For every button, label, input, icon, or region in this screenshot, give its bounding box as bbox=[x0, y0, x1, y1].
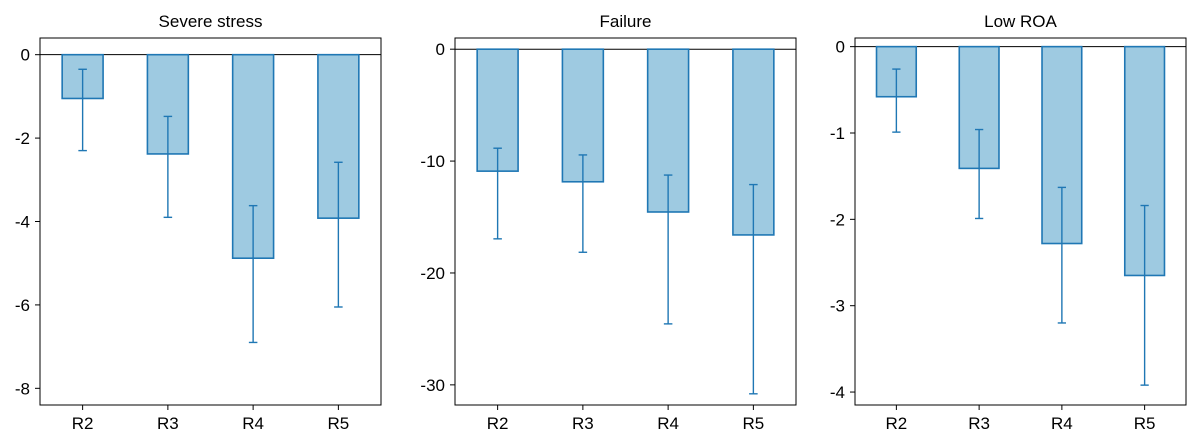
y-tick-label: -6 bbox=[15, 296, 30, 315]
x-tick-label: R3 bbox=[157, 414, 179, 433]
chart-title: Low ROA bbox=[984, 12, 1057, 31]
y-tick-label: -4 bbox=[15, 213, 30, 232]
x-tick-label: R3 bbox=[572, 414, 594, 433]
chart-panel-3: Low ROA 0 -1 -2 -3 -4 R2 R3 R4 R5 bbox=[830, 12, 1187, 433]
plot-frame bbox=[854, 37, 1187, 406]
y-tick-label: -30 bbox=[420, 376, 445, 395]
y-tick-label: -4 bbox=[830, 383, 845, 402]
bar bbox=[476, 48, 519, 172]
plot-frame bbox=[454, 37, 797, 406]
y-tick-label: -10 bbox=[420, 152, 445, 171]
y-tick-label: -3 bbox=[830, 297, 845, 316]
chart-title: Failure bbox=[600, 12, 652, 31]
x-tick-label: R4 bbox=[1051, 414, 1073, 433]
y-tick-label: 0 bbox=[836, 38, 845, 57]
x-tick-label: R3 bbox=[968, 414, 990, 433]
y-tick-label: 0 bbox=[21, 46, 30, 65]
x-tick-label: R2 bbox=[487, 414, 509, 433]
x-tick-label: R4 bbox=[242, 414, 264, 433]
y-tick-label: -2 bbox=[15, 129, 30, 148]
y-tick-label: -2 bbox=[830, 210, 845, 229]
x-tick-label: R5 bbox=[1134, 414, 1156, 433]
chart-panel-1: Severe stress 0 -2 -4 -6 -8 R2 R3 R4 R5 bbox=[15, 12, 382, 433]
chart-title: Severe stress bbox=[159, 12, 263, 31]
chart-panel-2: Failure 0 -10 -20 -30 R2 R3 R4 R5 bbox=[420, 12, 797, 433]
y-tick-label: -8 bbox=[15, 379, 30, 398]
y-tick-label: -1 bbox=[830, 124, 845, 143]
x-tick-label: R4 bbox=[657, 414, 679, 433]
y-tick-label: -20 bbox=[420, 264, 445, 283]
x-tick-label: R5 bbox=[743, 414, 765, 433]
x-tick-label: R5 bbox=[328, 414, 350, 433]
x-tick-label: R2 bbox=[886, 414, 908, 433]
x-tick-label: R2 bbox=[72, 414, 94, 433]
y-tick-label: 0 bbox=[436, 40, 445, 59]
